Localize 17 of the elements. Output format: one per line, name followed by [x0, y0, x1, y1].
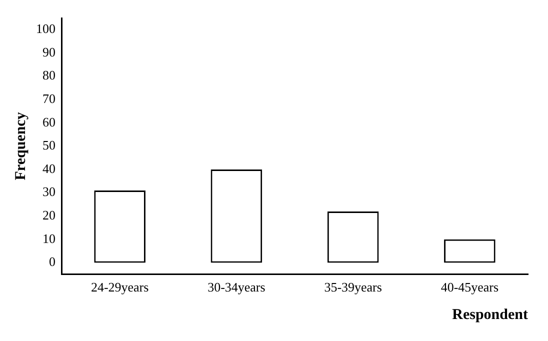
y-tick-label: 50 — [42, 138, 56, 153]
x-tick-label: 35-39years — [324, 280, 382, 295]
y-tick-label: 20 — [42, 208, 56, 223]
y-tick-label: 70 — [42, 91, 56, 106]
y-tick-label: 60 — [42, 114, 56, 130]
y-tick-label: 100 — [36, 21, 56, 36]
y-tick-label: 30 — [42, 184, 56, 200]
y-tick-label: 40 — [42, 160, 56, 176]
x-tick-label: 40-45years — [440, 280, 499, 295]
y-tick-label: 10 — [42, 230, 56, 246]
x-tick-label: 24-29years — [90, 280, 149, 295]
x-axis-title: Respondent — [452, 306, 528, 323]
x-tick-label: 30-34years — [208, 280, 266, 295]
y-tick-label: 0 — [49, 254, 56, 270]
y-tick-label: 90 — [42, 44, 56, 60]
y-tick-label: 80 — [42, 68, 56, 83]
y-axis-title: Frequency — [12, 112, 29, 180]
